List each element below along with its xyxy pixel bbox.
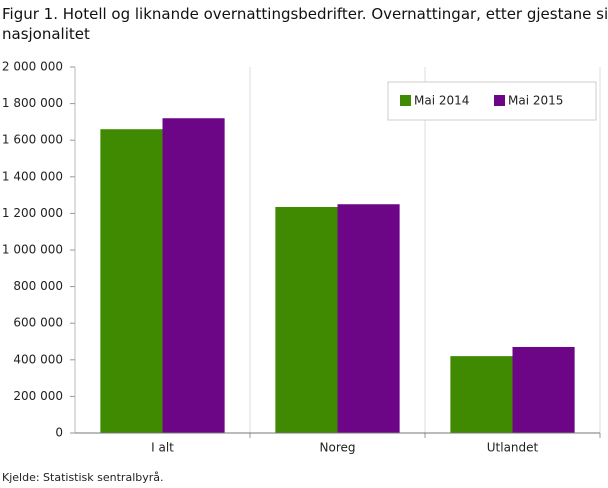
legend: Mai 2014 Mai 2015 bbox=[387, 81, 597, 121]
y-tick-label: 1 400 000 bbox=[2, 169, 63, 183]
chart-title: Figur 1. Hotell og liknande overnattings… bbox=[2, 5, 608, 43]
y-tick-label: 0 bbox=[55, 426, 63, 440]
bar bbox=[275, 206, 338, 433]
y-tick-label: 1 000 000 bbox=[2, 243, 63, 257]
bar bbox=[100, 129, 163, 433]
y-tick-label: 200 000 bbox=[13, 389, 63, 403]
y-tick-label: 1 200 000 bbox=[2, 206, 63, 220]
legend-label: Mai 2014 bbox=[414, 94, 469, 108]
y-tick-label: 1 800 000 bbox=[2, 96, 63, 110]
x-tick-label: Noreg bbox=[320, 441, 356, 455]
source: Kjelde: Statistisk sentralbyrå. bbox=[2, 471, 164, 484]
bar bbox=[162, 118, 225, 434]
y-tick-label: 600 000 bbox=[13, 316, 63, 330]
bar bbox=[450, 356, 513, 433]
y-tick-label: 2 000 000 bbox=[2, 60, 63, 74]
legend-box bbox=[387, 81, 597, 121]
x-tick-label: I alt bbox=[151, 441, 174, 455]
bar bbox=[512, 346, 575, 433]
legend-swatch bbox=[494, 95, 505, 106]
legend-label: Mai 2015 bbox=[508, 94, 563, 108]
bar bbox=[337, 204, 400, 433]
x-tick-label: Utlandet bbox=[487, 441, 539, 455]
y-tick-label: 1 600 000 bbox=[2, 133, 63, 147]
legend-swatch bbox=[400, 95, 411, 106]
y-tick-label: 400 000 bbox=[13, 352, 63, 366]
y-tick-label: 800 000 bbox=[13, 279, 63, 293]
